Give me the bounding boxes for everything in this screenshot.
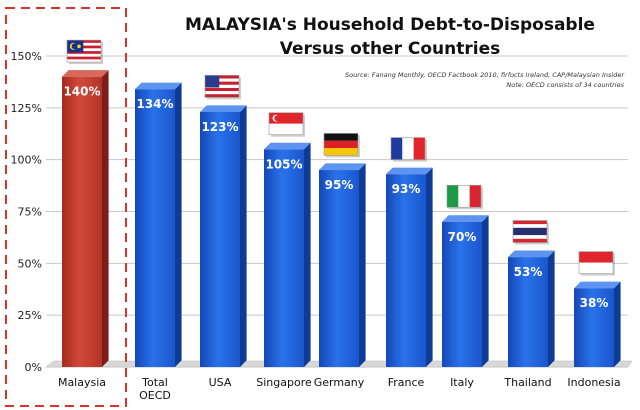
bar-side	[482, 215, 489, 367]
bar-side	[426, 167, 433, 367]
bar-front	[508, 257, 548, 367]
bar-front	[264, 149, 304, 367]
bar-france	[386, 167, 433, 367]
value-label-indonesia: 38%	[580, 296, 609, 310]
y-tick-label: 25%	[18, 309, 42, 322]
y-tick-label: 150%	[11, 50, 42, 63]
bar-front	[442, 221, 482, 367]
y-tick-label: 100%	[11, 154, 42, 167]
category-label-indonesia: Indonesia	[567, 376, 620, 389]
bars	[62, 70, 621, 367]
value-label-singapore: 105%	[265, 157, 302, 171]
bar-total-oecd	[135, 82, 182, 367]
bar-top	[574, 281, 621, 289]
value-label-italy: 70%	[448, 230, 477, 244]
bar-thailand	[508, 250, 555, 367]
source-note: Source: Fanang Monthly, OECD Factbook 20…	[345, 71, 625, 79]
bar-singapore	[264, 142, 311, 367]
bar-side	[359, 163, 366, 367]
germany-flag-icon	[323, 133, 360, 158]
chart-title-line2: Versus other Countries	[280, 39, 501, 59]
bar-side	[614, 281, 621, 367]
y-tick-label: 75%	[18, 206, 42, 219]
category-label-france: France	[388, 376, 425, 389]
bar-top	[442, 215, 489, 222]
italy-flag-icon	[446, 184, 483, 210]
malaysia-highlight-box	[5, 7, 127, 407]
bar-side	[102, 70, 109, 367]
category-label-total-oecd: OECD	[139, 389, 171, 402]
bar-side	[175, 82, 182, 367]
category-label-singapore: Singapore	[256, 376, 312, 389]
category-label-italy: Italy	[450, 376, 474, 389]
category-label-usa: USA	[209, 376, 232, 389]
value-label-thailand: 53%	[514, 265, 543, 279]
category-label-germany: Germany	[314, 376, 365, 389]
bar-top	[200, 105, 247, 112]
category-label-total-oecd: Total	[141, 376, 168, 389]
bar-malaysia	[62, 70, 109, 367]
usa-flag-icon	[204, 75, 241, 100]
bar-front	[200, 111, 240, 367]
singapore-flag-icon	[268, 112, 305, 137]
y-tick-label: 50%	[18, 257, 42, 270]
thailand-flag-icon	[512, 220, 549, 245]
bar-usa	[200, 105, 247, 367]
bar-top	[62, 70, 109, 77]
category-label-thailand: Thailand	[503, 376, 551, 389]
chart-title-line1: MALAYSIA's Household Debt-to-Disposable	[185, 15, 595, 35]
oecd-note: Note: OECD consists of 34 countries	[506, 81, 624, 89]
malaysia-flag-icon	[66, 39, 103, 65]
bar-top	[264, 142, 311, 150]
y-axis-ticks: 0% 25% 50% 75% 100% 125% 150%	[11, 50, 42, 374]
value-label-malaysia: 140%	[63, 85, 100, 99]
bar-front	[319, 170, 359, 367]
bar-side	[304, 142, 311, 367]
bar-top	[319, 163, 366, 171]
flags	[66, 39, 615, 276]
bar-indonesia	[574, 281, 621, 367]
indonesia-flag-icon	[578, 251, 615, 276]
value-labels: 140% 134% 123% 105% 95% 93% 70% 53% 38%	[63, 85, 608, 310]
value-label-total-oecd: 134%	[136, 97, 173, 111]
category-label-malaysia: Malaysia	[58, 376, 106, 389]
france-flag-icon	[390, 137, 427, 162]
bar-side	[548, 250, 555, 367]
value-label-usa: 123%	[201, 120, 238, 134]
y-tick-label: 125%	[11, 102, 42, 115]
bar-front	[62, 76, 102, 367]
bar-germany	[319, 163, 366, 367]
value-label-france: 93%	[392, 182, 421, 196]
bar-top	[135, 82, 182, 90]
bar-front	[386, 174, 426, 367]
bar-italy	[442, 215, 489, 367]
bar-top	[386, 167, 433, 175]
value-label-germany: 95%	[325, 178, 354, 192]
bar-side	[240, 105, 247, 367]
y-tick-label: 0%	[25, 361, 42, 374]
bar-front	[135, 89, 175, 367]
bar-front	[574, 288, 614, 367]
bar-top	[508, 250, 555, 258]
